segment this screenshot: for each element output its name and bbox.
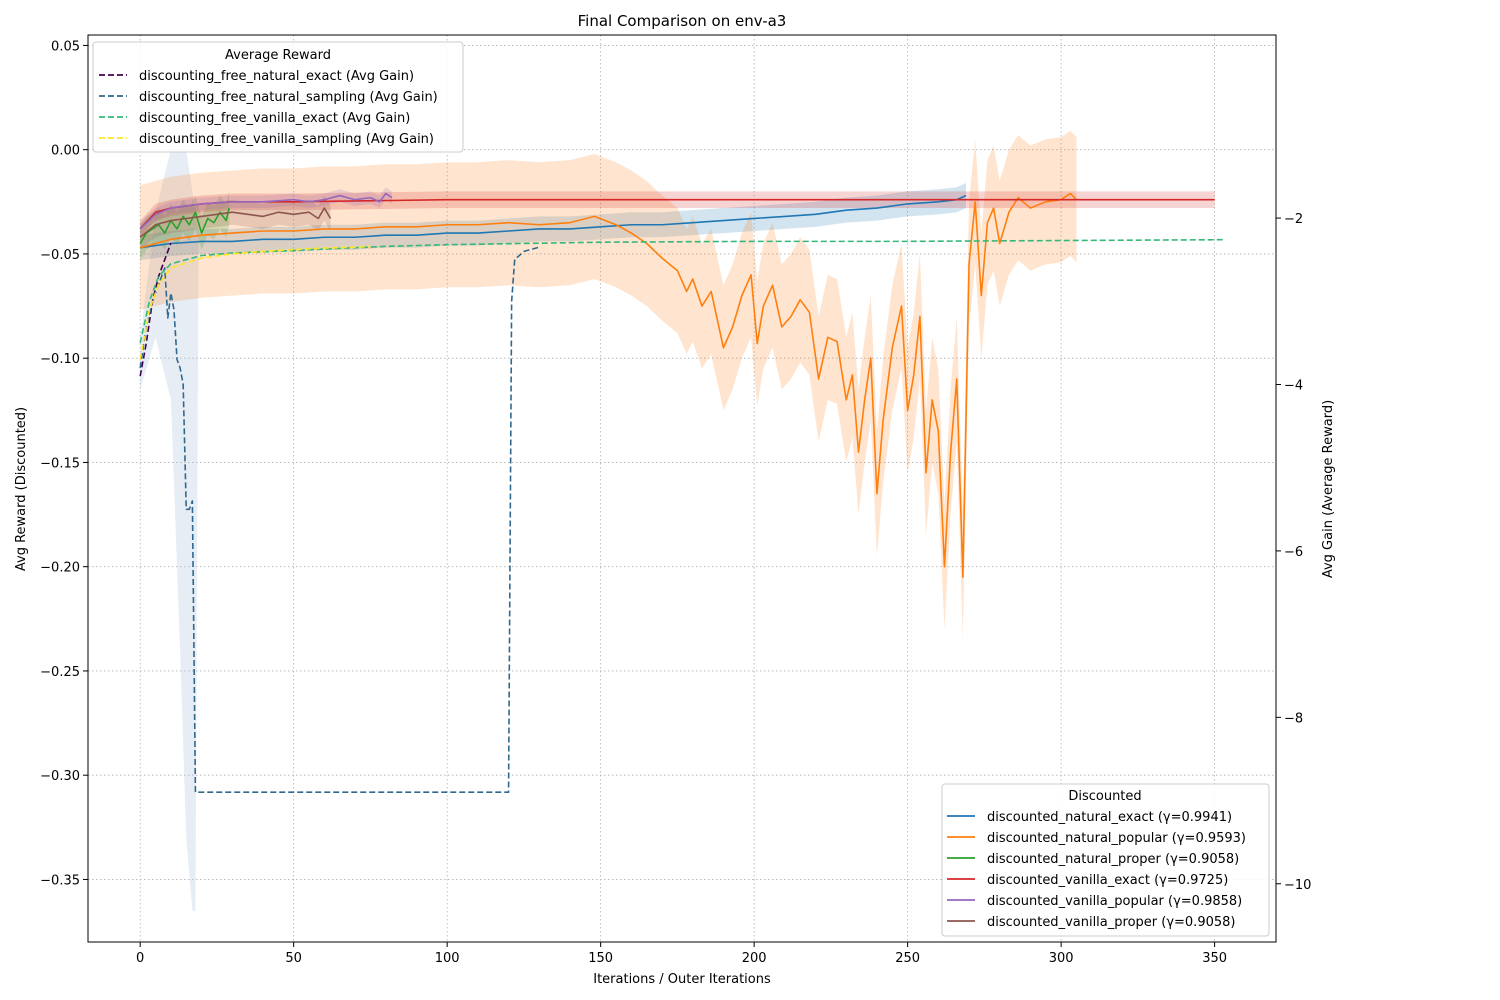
y-right-tick-label: −4 (1284, 378, 1303, 393)
series-line (139, 192, 393, 230)
y-right-tick-label: −8 (1284, 711, 1303, 726)
series-band (140, 195, 331, 250)
y-left-tick-label: −0.35 (40, 873, 80, 888)
series-band (140, 191, 1215, 238)
legend-average-reward: Average Reward discounting_free_natural_… (92, 41, 464, 153)
x-tick-label: 200 (742, 951, 767, 966)
series-line (139, 192, 1078, 578)
x-tick-label: 100 (435, 951, 460, 966)
y-right-tick-label: −6 (1284, 545, 1303, 560)
legend-average-title: Average Reward (225, 48, 331, 63)
chart-title: Final Comparison on env-a3 (578, 12, 787, 30)
series-line (140, 194, 967, 249)
y-left-tick-label: 0.00 (51, 144, 80, 159)
series-band (140, 130, 1077, 640)
legend-average-box (92, 41, 464, 153)
y-left-tick-label: 0.05 (51, 39, 80, 54)
series-line (139, 246, 540, 794)
legend-discounted-entries: discounted_natural_exact (γ=0.9941) disco… (947, 810, 1246, 930)
x-tick-label: 0 (136, 951, 144, 966)
y-axis-left-label: Avg Reward (Discounted) (14, 407, 29, 571)
series-line (139, 207, 230, 244)
legend-entry-label: discounted_vanilla_proper (γ=0.9058) (987, 915, 1235, 930)
legend-entry-label: discounted_natural_proper (γ=0.9058) (987, 852, 1239, 867)
series-line (139, 242, 172, 377)
y-left-tick-label: −0.15 (40, 456, 80, 471)
y-axis-left-ticks: 0.05 0.00 −0.05 −0.10 −0.15 −0.20 −0.25 −0.30 −0… (40, 39, 88, 888)
series-line (139, 207, 332, 238)
grid-lines (88, 35, 1276, 942)
x-tick-label: 300 (1049, 951, 1074, 966)
y-left-tick-label: −0.10 (40, 352, 80, 367)
legend-entry-label: discounting_free_natural_sampling (Avg G… (139, 90, 438, 105)
y-axis-right-ticks: −2 −4 −6 −8 −10 (1276, 212, 1311, 893)
y-left-tick-label: −0.25 (40, 665, 80, 680)
x-tick-label: 150 (588, 951, 613, 966)
x-tick-label: 250 (895, 951, 920, 966)
legend-entry-label: discounted_vanilla_popular (γ=0.9858) (987, 894, 1242, 909)
legend-entry-label: discounted_natural_exact (γ=0.9941) (987, 810, 1232, 825)
series-lines (139, 192, 1224, 794)
legend-entry-label: discounting_free_vanilla_exact (Avg Gain… (139, 111, 410, 126)
legend-entry-label: discounted_vanilla_exact (γ=0.9725) (987, 873, 1228, 888)
legend-discounted: Discounted discounted_natural_exact (γ=0… (941, 783, 1270, 937)
legend-average-entries: discounting_free_natural_exact (Avg Gain… (99, 69, 438, 147)
plot-frame (87, 34, 1277, 943)
y-left-tick-label: −0.05 (40, 248, 80, 263)
legend-discounted-title: Discounted (1068, 789, 1141, 804)
y-axis-right-label: Avg Gain (Average Reward) (1321, 400, 1336, 578)
series-band (140, 191, 230, 261)
legend-entry-label: discounting_free_vanilla_sampling (Avg G… (139, 132, 434, 147)
legend-discounted-box (941, 783, 1270, 937)
x-axis-ticks: 0 50 100 150 200 250 300 350 (136, 942, 1227, 966)
series-band (140, 183, 966, 261)
y-right-tick-label: −10 (1284, 878, 1311, 893)
y-left-tick-label: −0.30 (40, 769, 80, 784)
legend-entry-label: discounted_natural_popular (γ=0.9593) (987, 831, 1246, 846)
series-line (139, 238, 1224, 344)
y-left-tick-label: −0.20 (40, 561, 80, 576)
x-tick-label: 350 (1202, 951, 1227, 966)
legend-entry-label: discounting_free_natural_exact (Avg Gain… (139, 69, 414, 84)
y-right-tick-label: −2 (1284, 212, 1303, 227)
x-tick-label: 50 (285, 951, 302, 966)
x-axis-label: Iterations / Outer Iterations (593, 972, 771, 987)
series-band (140, 149, 199, 911)
series-line (139, 245, 371, 360)
